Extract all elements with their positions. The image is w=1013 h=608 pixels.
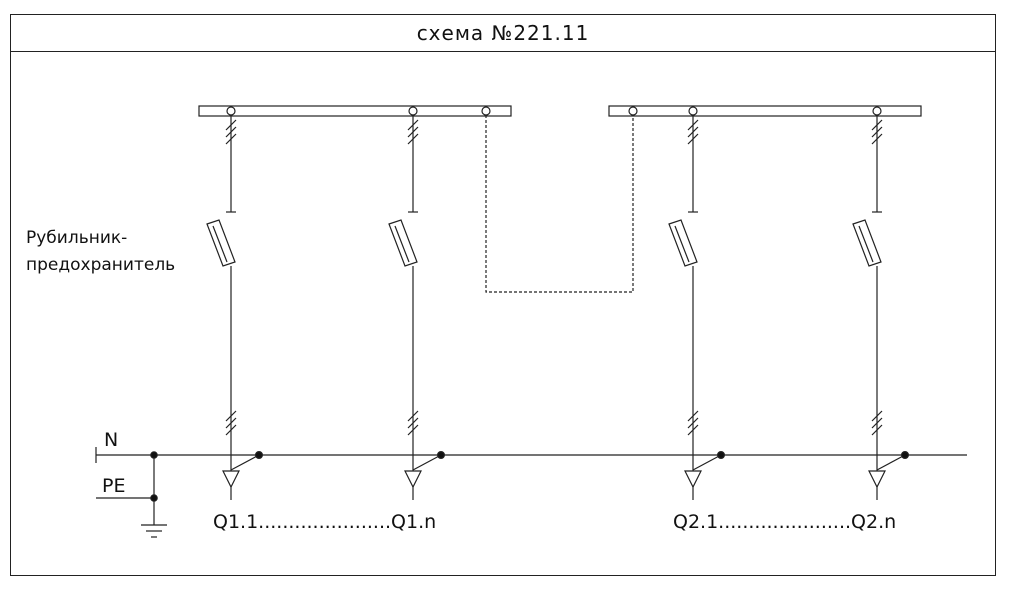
fuse-switch-icon: [668, 219, 698, 267]
feeder-group-2-label: Q2.1......................Q2.n: [673, 511, 896, 533]
three-phase-tick: [687, 133, 699, 145]
bus-terminal: [481, 106, 491, 116]
junction-dot: [716, 451, 725, 460]
junction-dot: [900, 451, 909, 460]
fuse-switch-icon: [852, 219, 882, 267]
three-phase-tick: [687, 417, 699, 429]
three-phase-tick: [871, 133, 883, 145]
bus-terminal: [408, 106, 418, 116]
three-phase-tick: [225, 424, 237, 436]
three-phase-tick: [407, 133, 419, 145]
three-phase-tick: [871, 119, 883, 131]
junction-dot: [150, 451, 158, 459]
switch-label-line-2: предохранитель: [26, 255, 175, 275]
three-phase-tick: [407, 126, 419, 138]
fuse-element-line: [674, 225, 690, 263]
junction-dot: [437, 451, 446, 460]
bus-terminal: [226, 106, 236, 116]
breaker-contact-arm: [876, 454, 906, 471]
three-phase-tick: [225, 417, 237, 429]
three-phase-tick: [871, 417, 883, 429]
switch-label-line-1: Рубильник-: [26, 228, 127, 248]
breaker-contact-arm: [230, 454, 260, 471]
three-phase-tick: [687, 410, 699, 422]
output-arrow-icon: [868, 470, 886, 489]
output-arrow-icon: [404, 470, 422, 489]
output-arrow-icon: [684, 470, 702, 489]
breaker-contact-arm: [412, 454, 442, 471]
three-phase-tick: [871, 126, 883, 138]
bus-terminal: [872, 106, 882, 116]
three-phase-tick: [871, 410, 883, 422]
feeder-group-1-label: Q1.1......................Q1.n: [213, 511, 436, 533]
drawing-frame: схема №221.11: [10, 14, 996, 576]
three-phase-tick: [407, 410, 419, 422]
breaker-contact-arm: [692, 454, 722, 471]
busbar-section-2: [608, 105, 922, 117]
three-phase-tick: [225, 126, 237, 138]
fuse-element-line: [858, 225, 874, 263]
three-phase-tick: [225, 133, 237, 145]
junction-dot: [255, 451, 264, 460]
title-block: схема №221.11: [11, 15, 995, 52]
output-arrow-icon: [222, 470, 240, 489]
bus-terminal: [688, 106, 698, 116]
three-phase-tick: [225, 410, 237, 422]
fuse-element-line: [212, 225, 228, 263]
busbar-section-1: [198, 105, 512, 117]
bus-terminal: [628, 106, 638, 116]
pe-bus-label: PE: [102, 475, 125, 497]
neutral-bus-label: N: [104, 429, 118, 451]
three-phase-tick: [687, 424, 699, 436]
three-phase-tick: [687, 119, 699, 131]
three-phase-tick: [407, 417, 419, 429]
three-phase-tick: [225, 119, 237, 131]
bus-tie-dashed-line: [485, 115, 634, 293]
three-phase-tick: [687, 126, 699, 138]
fuse-switch-icon: [388, 219, 418, 267]
three-phase-tick: [407, 424, 419, 436]
three-phase-tick: [871, 424, 883, 436]
junction-dot: [150, 494, 158, 502]
fuse-switch-icon: [206, 219, 236, 267]
fuse-element-line: [394, 225, 410, 263]
schema-title: схема №221.11: [416, 21, 590, 45]
three-phase-tick: [407, 119, 419, 131]
